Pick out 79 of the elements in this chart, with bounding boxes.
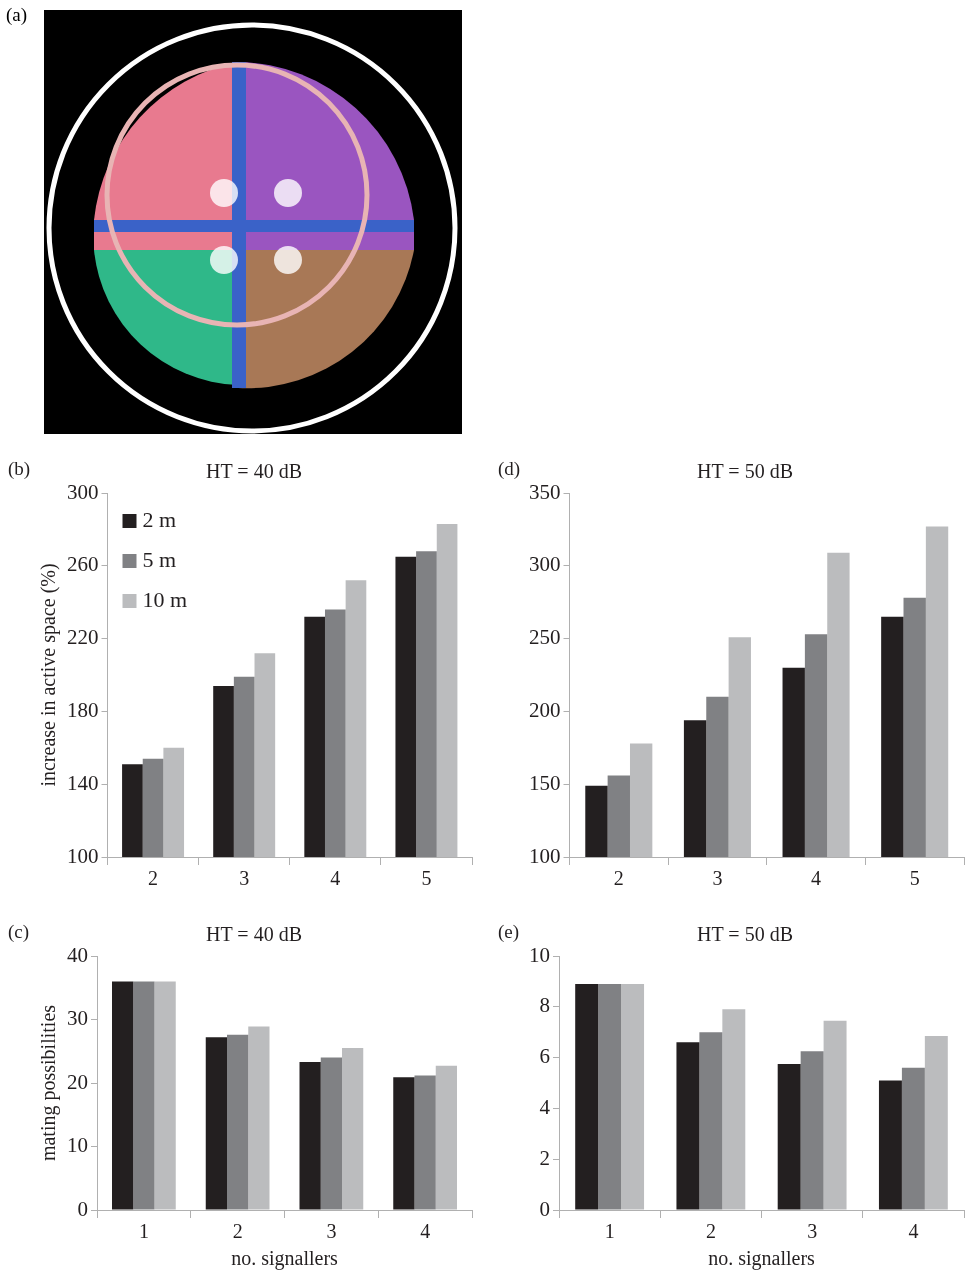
x-tick-label: 3 (712, 867, 723, 890)
bar (823, 1020, 847, 1210)
text: (b) (8, 458, 31, 481)
y-tick-label: 250 (529, 625, 561, 650)
x-tick-label: 2 (232, 1220, 243, 1243)
bar (699, 1032, 723, 1210)
y-tick-label: 140 (67, 770, 99, 795)
x-tick-label: 1 (604, 1220, 615, 1243)
y-tick-label: 20 (67, 1069, 88, 1094)
y-tick-label: 2 (539, 1145, 550, 1170)
bar (901, 1067, 925, 1210)
x-tick-label: 2 (613, 867, 624, 890)
x-tick-label: 3 (239, 867, 250, 890)
bar (248, 1026, 270, 1210)
y-tick-label: 220 (67, 625, 99, 650)
bar (575, 983, 599, 1210)
bar (722, 1009, 746, 1210)
chart-title: HT = 40 dB (206, 923, 302, 946)
x-axis-title: no. signallers (231, 1247, 339, 1271)
y-tick-label: 10 (529, 942, 550, 967)
x-tick-label: 2 (148, 867, 159, 890)
legend-label: 10 m (142, 586, 188, 612)
y-tick-label: 0 (539, 1196, 550, 1221)
x-tick-label: 5 (421, 867, 432, 890)
x-axis-title: no. signallers (708, 1247, 816, 1271)
x-tick-label: 2 (705, 1220, 716, 1243)
bar (598, 983, 622, 1210)
y-tick-label: 100 (67, 843, 99, 868)
bar (393, 1077, 415, 1210)
x-tick-label: 1 (138, 1220, 149, 1243)
bar (342, 1048, 364, 1210)
x-tick-label: 3 (807, 1220, 818, 1243)
y-tick-label: 10 (67, 1133, 88, 1158)
text: (e) (498, 921, 520, 944)
x-tick-label: 4 (330, 867, 341, 890)
y-tick-label: 200 (529, 697, 561, 722)
y-tick-label: 300 (529, 552, 561, 577)
bar (320, 1057, 342, 1210)
bar (133, 981, 155, 1210)
x-tick-label: 4 (420, 1220, 431, 1243)
bar (924, 1036, 948, 1210)
legend-label: 2 m (142, 506, 177, 532)
text: (d) (498, 458, 521, 481)
y-tick-label: 350 (529, 479, 561, 504)
bar (777, 1063, 801, 1210)
bar (154, 981, 176, 1210)
bar (878, 1080, 902, 1210)
x-tick-label: 5 (909, 867, 920, 890)
bar (414, 1075, 436, 1210)
x-tick-label: 3 (326, 1220, 337, 1243)
y-tick-label: 300 (67, 479, 99, 504)
bar (435, 1065, 457, 1210)
chart-title: HT = 50 dB (697, 460, 793, 483)
y-tick-label: 6 (539, 1044, 550, 1069)
y-tick-label: 260 (67, 552, 99, 577)
text: (c) (8, 921, 30, 944)
y-tick-label: 100 (529, 843, 561, 868)
legend-label: 5 m (142, 546, 177, 572)
y-tick-label: 0 (77, 1196, 88, 1221)
chart-title: HT = 40 dB (206, 460, 302, 483)
bar (621, 983, 645, 1210)
chart-title: HT = 50 dB (697, 923, 793, 946)
y-tick-label: 40 (67, 942, 88, 967)
bar (205, 1037, 227, 1210)
y-tick-label: 30 (67, 1006, 88, 1031)
y-axis-title: increase in active space (%) (37, 563, 61, 787)
bar (227, 1034, 249, 1210)
bar (112, 981, 134, 1210)
y-tick-label: 8 (539, 993, 550, 1018)
y-tick-label: 180 (67, 697, 99, 722)
bar (299, 1062, 321, 1210)
bar (676, 1042, 700, 1210)
bar (800, 1051, 824, 1210)
text: (a) (6, 4, 28, 26)
x-tick-label: 4 (811, 867, 822, 890)
y-tick-label: 150 (529, 770, 561, 795)
y-tick-label: 4 (539, 1094, 551, 1119)
y-axis-title: mating possibilities (37, 1004, 61, 1162)
x-tick-label: 4 (908, 1220, 919, 1243)
